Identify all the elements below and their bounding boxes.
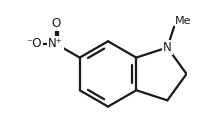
Text: O: O <box>51 17 60 30</box>
Text: Me: Me <box>175 16 192 26</box>
Text: ⁻O: ⁻O <box>26 37 42 50</box>
Text: N⁺: N⁺ <box>48 37 63 50</box>
Text: N: N <box>163 41 172 54</box>
